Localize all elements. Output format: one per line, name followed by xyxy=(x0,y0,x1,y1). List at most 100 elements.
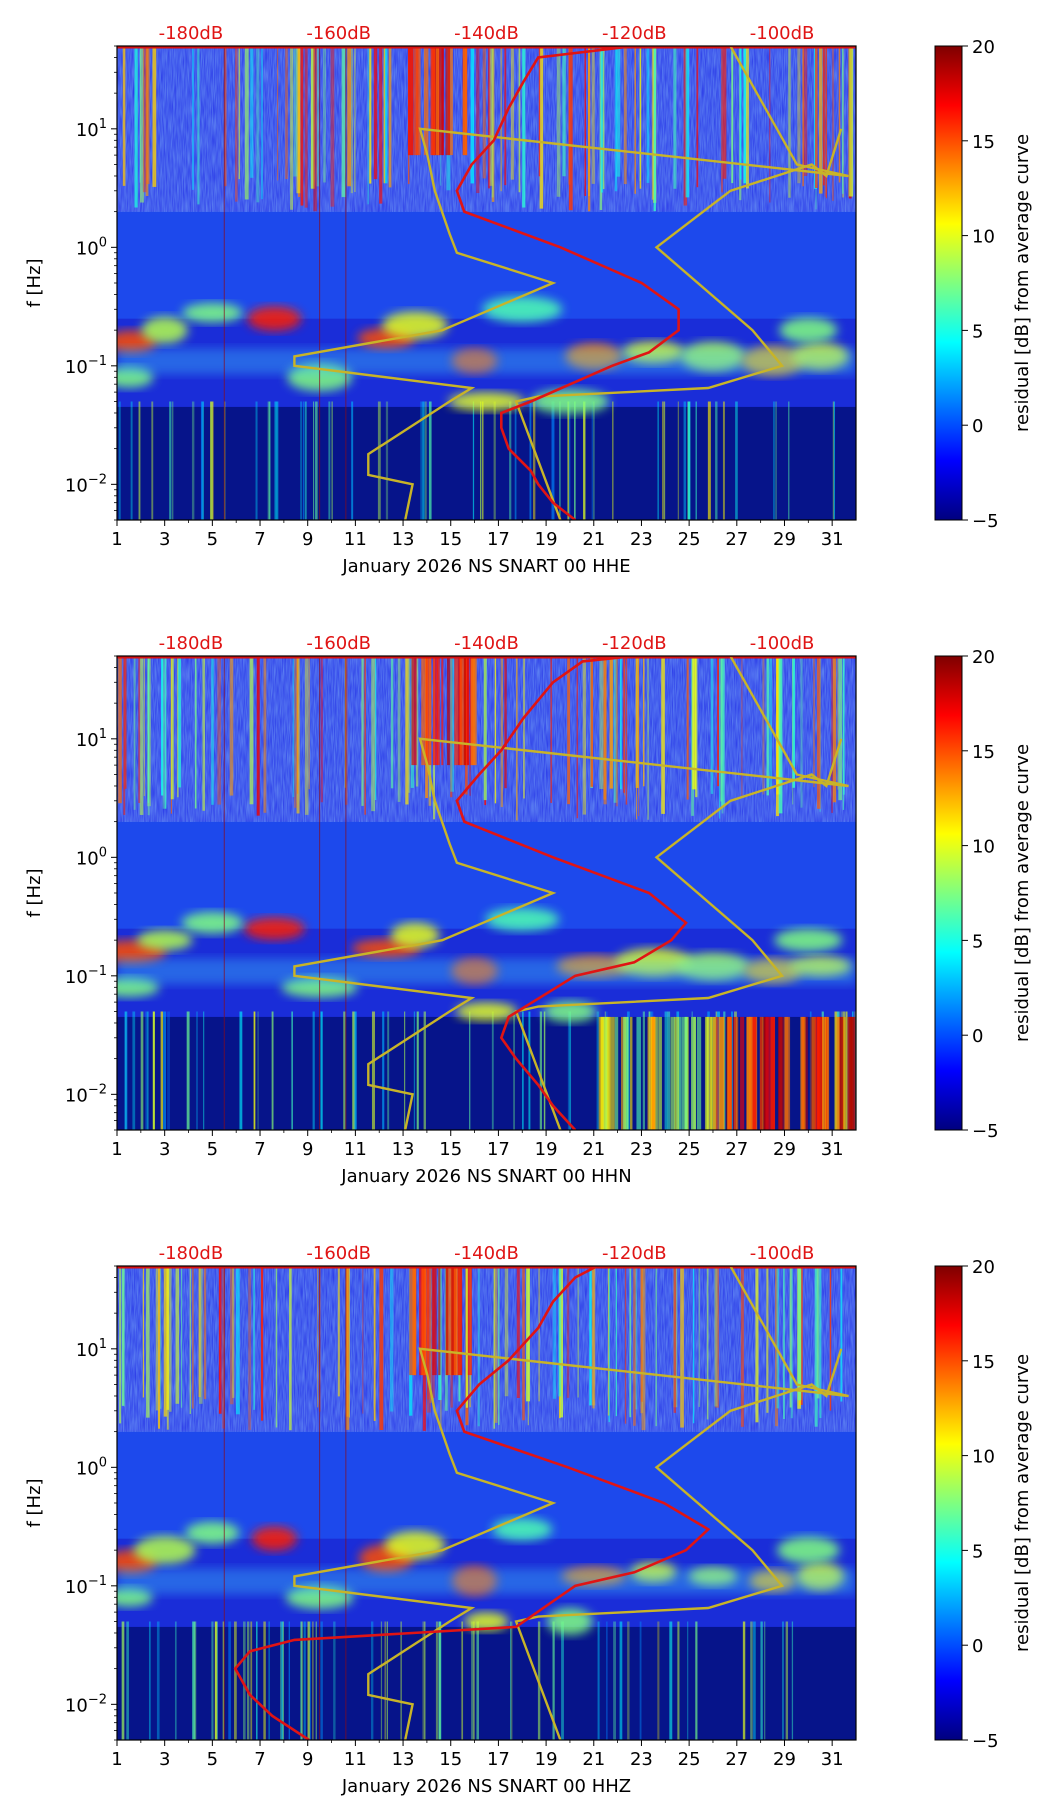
colorbar-tick-label: 15 xyxy=(972,132,995,153)
median-psd-curve xyxy=(455,46,856,520)
x-tick-label: 3 xyxy=(159,1139,170,1160)
x-tick-label: 25 xyxy=(678,1139,701,1160)
db-scale-label: -140dB xyxy=(454,23,519,44)
y-tick-label: 100 xyxy=(76,235,107,259)
x-tick-label: 31 xyxy=(821,529,844,550)
db-scale-label: -100dB xyxy=(750,23,815,44)
x-tick-label: 17 xyxy=(487,529,510,550)
colorbar-tick-label: 0 xyxy=(972,1636,983,1657)
x-tick-label: 25 xyxy=(678,1749,701,1770)
db-scale-label: -120dB xyxy=(602,633,667,654)
colorbar: −5 0 5 10 15 20 residual [dB] from average cur… xyxy=(934,37,1033,532)
y-tick-label: 10−2 xyxy=(65,1692,107,1716)
x-tick-label: 3 xyxy=(159,529,170,550)
colorbar-tick-label: −5 xyxy=(972,1121,999,1142)
y-tick-label: 10−2 xyxy=(65,1082,107,1106)
noise-model-high-curve xyxy=(293,1266,849,1740)
x-tick-label: 5 xyxy=(207,1139,218,1160)
colorbar: −5 0 5 10 15 20 residual [dB] from average cur… xyxy=(934,647,1033,1142)
colorbar-label: residual [dB] from average curve xyxy=(1012,744,1033,1042)
x-tick-label: 25 xyxy=(678,529,701,550)
x-tick-label: 11 xyxy=(344,1139,367,1160)
x-tick-label: 15 xyxy=(439,1139,462,1160)
x-tick-label: 29 xyxy=(773,1139,796,1160)
x-tick-label: 19 xyxy=(535,1749,558,1770)
colorbar-tick-label: 20 xyxy=(972,1257,995,1278)
y-axis-label: f [Hz] xyxy=(24,258,45,307)
colorbar-tick-label: 15 xyxy=(972,1352,995,1373)
colorbar-tick-label: 5 xyxy=(972,1541,983,1562)
noise-model-high-curve xyxy=(293,656,849,1130)
x-tick-label: 31 xyxy=(821,1749,844,1770)
x-tick-label: 23 xyxy=(630,1749,653,1770)
x-tick-label: 29 xyxy=(773,529,796,550)
noise-model-low-curve xyxy=(514,128,843,520)
colorbar-tick-label: 20 xyxy=(972,37,995,58)
x-tick-label: 1 xyxy=(111,529,122,550)
colorbar-tick-label: 5 xyxy=(972,321,983,342)
colorbar-tick-label: 15 xyxy=(972,742,995,763)
noise-model-high-curve xyxy=(293,46,849,520)
db-scale-label: -180dB xyxy=(159,23,224,44)
db-scale-label: -100dB xyxy=(750,1243,815,1264)
colorbar-tick-label: 10 xyxy=(972,227,995,248)
x-tick-label: 17 xyxy=(487,1749,510,1770)
y-tick-label: 10−1 xyxy=(65,1574,107,1598)
y-tick-label: 101 xyxy=(76,727,107,751)
x-tick-label: 19 xyxy=(535,529,558,550)
x-tick-label: 27 xyxy=(725,1139,748,1160)
y-tick-label: 100 xyxy=(76,1455,107,1479)
db-scale-label: -120dB xyxy=(602,23,667,44)
median-psd-curve xyxy=(233,1266,856,1740)
y-tick-label: 10−1 xyxy=(65,964,107,988)
colorbar-label: residual [dB] from average curve xyxy=(1012,1354,1033,1652)
heatmap-area xyxy=(117,1266,856,1740)
db-scale-label: -140dB xyxy=(454,633,519,654)
y-tick-label: 10−2 xyxy=(65,472,107,496)
heatmap-area xyxy=(117,46,856,520)
x-tick-label: 19 xyxy=(535,1139,558,1160)
y-tick-label: 101 xyxy=(76,1337,107,1361)
x-tick-label: 9 xyxy=(302,1749,313,1770)
x-tick-label: 27 xyxy=(725,529,748,550)
x-axis-label: January 2026 NS SNART 00 HHN xyxy=(340,1166,631,1187)
db-scale-label: -160dB xyxy=(306,633,371,654)
db-scale-label: -180dB xyxy=(159,633,224,654)
colorbar-tick-label: 5 xyxy=(972,931,983,952)
db-scale-label: -180dB xyxy=(159,1243,224,1264)
x-tick-label: 9 xyxy=(302,1139,313,1160)
x-tick-label: 7 xyxy=(254,529,265,550)
colorbar-tick-label: 10 xyxy=(972,837,995,858)
x-axis-label: January 2026 NS SNART 00 HHE xyxy=(341,556,630,577)
y-axis-label: f [Hz] xyxy=(24,868,45,917)
db-scale-label: -120dB xyxy=(602,1243,667,1264)
y-tick-label: 100 xyxy=(76,845,107,869)
x-tick-label: 7 xyxy=(254,1139,265,1160)
x-tick-label: 3 xyxy=(159,1749,170,1770)
x-tick-label: 31 xyxy=(821,1139,844,1160)
x-tick-label: 29 xyxy=(773,1749,796,1770)
y-axis-label: f [Hz] xyxy=(24,1478,45,1527)
x-tick-label: 27 xyxy=(725,1749,748,1770)
colorbar-tick-label: 10 xyxy=(972,1447,995,1468)
x-tick-label: 1 xyxy=(111,1749,122,1770)
colorbar-label: residual [dB] from average curve xyxy=(1012,134,1033,432)
x-tick-label: 1 xyxy=(111,1139,122,1160)
colorbar-tick-label: 20 xyxy=(972,647,995,668)
x-axis-label: January 2026 NS SNART 00 HHZ xyxy=(341,1776,631,1797)
noise-model-low-curve xyxy=(514,738,843,1130)
db-scale-label: -140dB xyxy=(454,1243,519,1264)
heatmap-area xyxy=(117,656,856,1130)
x-tick-label: 21 xyxy=(582,1139,605,1160)
x-tick-label: 21 xyxy=(582,1749,605,1770)
x-tick-label: 11 xyxy=(344,1749,367,1770)
x-tick-label: 13 xyxy=(392,529,415,550)
x-tick-label: 21 xyxy=(582,529,605,550)
x-tick-label: 5 xyxy=(207,529,218,550)
db-scale-label: -100dB xyxy=(750,633,815,654)
x-tick-label: 13 xyxy=(392,1749,415,1770)
colorbar-tick-label: 0 xyxy=(972,1026,983,1047)
